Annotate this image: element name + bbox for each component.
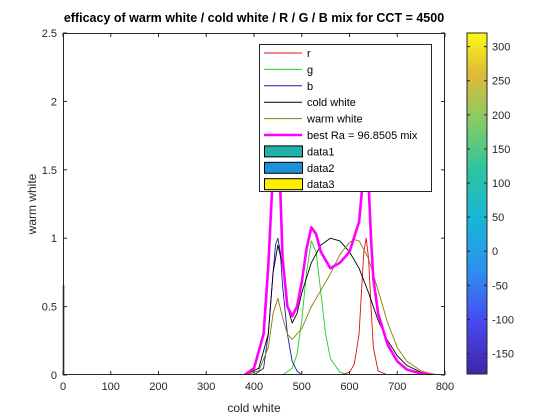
y-tick-label: 1 [51, 233, 57, 245]
legend-entry-data2: data2 [307, 163, 335, 175]
colorbar-tick-label: 200 [492, 110, 510, 122]
x-tick-label: 300 [197, 381, 215, 393]
series-line-cold-white [244, 237, 436, 375]
series-line-r [339, 237, 388, 375]
y-tick-label: 1.5 [42, 165, 57, 177]
x-tick-label: 700 [388, 381, 406, 393]
y-axis-ticks: 0 0.5 1 1.5 2 2.5 [42, 28, 445, 382]
colorbar-tick-label: 150 [492, 144, 510, 156]
legend-swatch-data3 [264, 178, 303, 191]
legend-entry-b: b [307, 81, 313, 93]
y-tick-label: 0 [51, 370, 57, 382]
colorbar-tick-label: 100 [492, 178, 510, 190]
x-tick-label: 500 [293, 381, 311, 393]
legend-swatch-data2 [264, 161, 303, 174]
colorbar-tick-label: 250 [492, 76, 510, 88]
x-tick-label: 600 [340, 381, 358, 393]
chart-title: efficacy of warm white / cold white / R … [64, 11, 444, 25]
series-line-g [282, 240, 350, 375]
legend-entry-cold-white: cold white [307, 97, 356, 109]
colorbar-tick-label: -100 [492, 314, 514, 326]
legend-entry-best-ra-96-8505-mix: best Ra = 96.8505 mix [307, 130, 418, 142]
x-tick-label: 100 [102, 381, 120, 393]
y-axis-label: warm white [25, 173, 39, 235]
legend-swatch-data1 [264, 145, 303, 158]
legend: rgb cold white warm white best Ra = 96.8505… [259, 44, 432, 192]
colorbar-tick-label: -150 [492, 349, 514, 361]
series-line-warm-white [244, 239, 436, 375]
legend-entry-data3: data3 [307, 179, 335, 191]
x-axis-ticks: 0 100 200 300 400 500 600 700 800 [60, 33, 454, 393]
y-tick-label: 2.5 [42, 28, 57, 40]
series-line-b [253, 237, 303, 375]
y-tick-label: 2 [51, 96, 57, 108]
colorbar-tick-label: 0 [492, 246, 498, 258]
x-tick-label: 400 [245, 381, 263, 393]
colorbar-tick-label: 300 [492, 42, 510, 54]
x-tick-label: 200 [149, 381, 167, 393]
x-axis-label: cold white [227, 401, 281, 415]
colorbar-tick-label: 50 [492, 212, 504, 224]
x-tick-label: 800 [436, 381, 454, 393]
colorbar-gradient [466, 32, 488, 375]
colorbar: 300 250 200 150 100 50 0 -50 -100 -150 [466, 32, 514, 375]
legend-entry-g: g [307, 64, 313, 76]
colorbar-tick-label: -50 [492, 280, 508, 292]
x-tick-label: 0 [60, 381, 66, 393]
legend-entry-warm-white: warm white [306, 114, 363, 126]
y-tick-label: 0.5 [42, 302, 57, 314]
legend-entry-r: r [307, 48, 311, 60]
legend-entry-data1: data1 [307, 146, 335, 158]
